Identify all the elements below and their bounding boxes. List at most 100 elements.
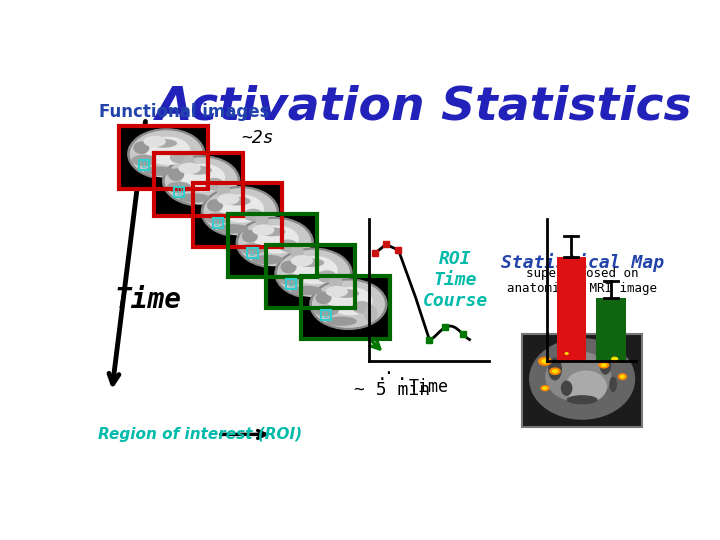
Bar — [522, 334, 642, 427]
Bar — [174, 187, 184, 197]
Ellipse shape — [179, 163, 201, 174]
Ellipse shape — [364, 305, 377, 322]
Ellipse shape — [235, 217, 314, 268]
Text: fMRI
Signal
(% change): fMRI Signal (% change) — [279, 253, 363, 299]
Ellipse shape — [317, 270, 337, 283]
Ellipse shape — [328, 287, 372, 315]
Ellipse shape — [352, 301, 372, 314]
Text: D: D — [176, 187, 182, 197]
Ellipse shape — [601, 363, 607, 367]
Ellipse shape — [201, 186, 279, 238]
Bar — [287, 279, 297, 289]
Ellipse shape — [205, 212, 230, 224]
Ellipse shape — [252, 255, 283, 265]
Ellipse shape — [132, 154, 156, 166]
Bar — [154, 153, 243, 215]
Ellipse shape — [217, 181, 230, 199]
Ellipse shape — [291, 286, 322, 295]
Ellipse shape — [293, 256, 338, 285]
Ellipse shape — [598, 362, 609, 369]
Ellipse shape — [618, 373, 627, 380]
Ellipse shape — [252, 224, 274, 235]
Ellipse shape — [279, 239, 298, 252]
Bar — [228, 214, 317, 278]
Text: Statistical Map: Statistical Map — [500, 253, 664, 273]
Ellipse shape — [552, 369, 558, 373]
Ellipse shape — [220, 194, 264, 223]
Text: ~ 5 min: ~ 5 min — [354, 381, 431, 399]
Ellipse shape — [133, 141, 149, 154]
Ellipse shape — [540, 385, 549, 392]
Ellipse shape — [217, 224, 248, 234]
Ellipse shape — [564, 352, 569, 355]
Bar — [266, 245, 356, 308]
Bar — [154, 153, 243, 215]
Ellipse shape — [548, 357, 562, 381]
Text: Condition: Condition — [546, 378, 636, 396]
Ellipse shape — [538, 356, 552, 366]
Ellipse shape — [277, 249, 350, 297]
Text: D: D — [250, 248, 256, 258]
Ellipse shape — [240, 243, 265, 254]
Ellipse shape — [238, 219, 311, 266]
Ellipse shape — [145, 137, 190, 165]
Bar — [119, 126, 208, 189]
Ellipse shape — [329, 274, 343, 292]
Ellipse shape — [179, 193, 210, 203]
Bar — [301, 276, 390, 339]
Text: ROI
Time
Course: ROI Time Course — [423, 250, 488, 310]
Ellipse shape — [130, 130, 203, 178]
Text: D: D — [288, 279, 294, 289]
Text: D: D — [141, 160, 147, 170]
Text: D: D — [215, 218, 220, 227]
Ellipse shape — [325, 316, 357, 326]
Ellipse shape — [150, 139, 177, 148]
Bar — [228, 214, 317, 278]
Ellipse shape — [170, 151, 189, 164]
Ellipse shape — [165, 157, 238, 205]
Ellipse shape — [256, 212, 269, 230]
Text: Condition 2: Condition 2 — [309, 259, 382, 336]
Ellipse shape — [258, 227, 286, 237]
Ellipse shape — [279, 274, 304, 285]
Ellipse shape — [243, 208, 263, 221]
Ellipse shape — [541, 359, 549, 364]
Text: Activation Statistics: Activation Statistics — [155, 84, 692, 129]
Ellipse shape — [203, 188, 276, 235]
Ellipse shape — [565, 370, 607, 403]
Text: Region of interest (ROI): Region of interest (ROI) — [98, 427, 302, 442]
Ellipse shape — [611, 356, 618, 361]
Bar — [321, 310, 331, 320]
Text: Functional images: Functional images — [99, 103, 270, 122]
Ellipse shape — [242, 230, 258, 242]
Ellipse shape — [333, 289, 359, 298]
Bar — [266, 245, 356, 308]
Ellipse shape — [166, 181, 192, 193]
Ellipse shape — [567, 395, 598, 404]
Ellipse shape — [185, 166, 212, 174]
Ellipse shape — [204, 178, 225, 191]
Ellipse shape — [291, 255, 313, 266]
Ellipse shape — [207, 199, 223, 212]
Ellipse shape — [609, 377, 617, 392]
Ellipse shape — [325, 286, 348, 297]
Ellipse shape — [127, 128, 205, 180]
Ellipse shape — [224, 197, 251, 206]
Ellipse shape — [549, 367, 561, 375]
Ellipse shape — [168, 168, 184, 181]
Ellipse shape — [545, 351, 611, 402]
Ellipse shape — [217, 193, 240, 205]
Text: D: D — [323, 310, 329, 320]
Text: Condition 1: Condition 1 — [189, 166, 262, 244]
Text: .· .: .· . — [379, 364, 405, 384]
Bar — [119, 126, 208, 189]
Bar — [596, 298, 626, 361]
Ellipse shape — [254, 225, 299, 254]
Bar — [139, 160, 149, 170]
Ellipse shape — [608, 355, 621, 363]
Bar — [193, 184, 282, 247]
Ellipse shape — [561, 381, 572, 396]
Bar — [301, 276, 390, 339]
Ellipse shape — [297, 258, 324, 267]
Ellipse shape — [315, 292, 331, 304]
